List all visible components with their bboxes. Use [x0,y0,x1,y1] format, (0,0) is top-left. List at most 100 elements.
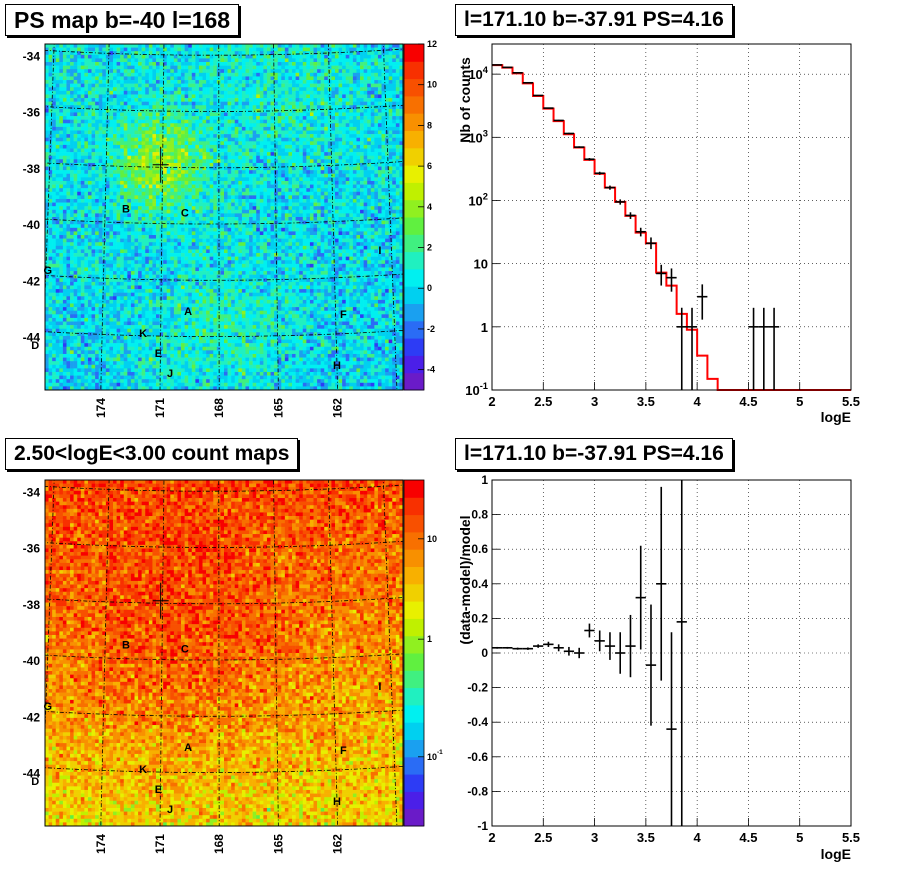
heatmap-cell [353,55,357,59]
heatmap-cell [188,44,192,48]
heatmap-cell [260,73,264,77]
heatmap-cell [113,116,117,120]
heatmap-cell [66,112,70,116]
heatmap-cell [235,69,239,73]
heatmap-cell [63,131,67,135]
heatmap-cell [70,84,74,88]
heatmap-cell [238,69,242,73]
heatmap-cell [170,62,174,66]
heatmap-cell [238,116,242,120]
heatmap-cell [303,131,307,135]
heatmap-cell [342,73,346,77]
heatmap-cell [253,62,257,66]
heatmap-cell [206,91,210,95]
heatmap-cell [220,112,224,116]
heatmap-cell [206,127,210,131]
heatmap-cell [231,66,235,70]
heatmap-cell [177,51,181,55]
heatmap-cell [74,127,78,131]
heatmap-cell [66,102,70,106]
heatmap-cell [210,116,214,120]
heatmap-cell [88,80,92,84]
heatmap-cell [314,48,318,52]
heatmap-cell [124,69,128,73]
heatmap-cell [70,105,74,109]
heatmap-cell [317,120,321,124]
heatmap-cell [74,84,78,88]
heatmap-cell [56,102,60,106]
heatmap-cell [346,73,350,77]
heatmap-cell [203,66,207,70]
heatmap-cell [306,94,310,98]
heatmap-cell [356,131,360,135]
heatmap-cell [306,91,310,95]
heatmap-cell [84,73,88,77]
heatmap-cell [242,66,246,70]
heatmap-cell [392,80,396,84]
heatmap-cell [392,116,396,120]
heatmap-cell [77,91,81,95]
heatmap-cell [181,127,185,131]
heatmap-cell [396,105,400,109]
heatmap-cell [299,69,303,73]
heatmap-cell [138,98,142,102]
heatmap-cell [138,120,142,124]
heatmap-cell [238,105,242,109]
heatmap-cell [167,69,171,73]
heatmap-cell [160,58,164,62]
heatmap-cell [314,131,318,135]
heatmap-cell [231,109,235,113]
heatmap-cell [124,94,128,98]
heatmap-cell [256,105,260,109]
heatmap-cell [102,58,106,62]
heatmap-cell [389,66,393,70]
heatmap-cell [160,98,164,102]
heatmap-cell [299,87,303,91]
heatmap-cell [142,112,146,116]
heatmap-cell [192,91,196,95]
heatmap-cell [331,120,335,124]
heatmap-cell [120,131,124,135]
heatmap-cell [124,55,128,59]
heatmap-cell [285,84,289,88]
heatmap-cell [360,80,364,84]
heatmap-cell [256,91,260,95]
heatmap-cell [138,58,142,62]
heatmap-cell [117,105,121,109]
heatmap-cell [339,94,343,98]
heatmap-cell [188,112,192,116]
heatmap-cell [142,105,146,109]
heatmap-cell [99,55,103,59]
heatmap-cell [135,123,139,127]
heatmap-cell [45,69,49,73]
heatmap-cell [367,91,371,95]
heatmap-cell [324,80,328,84]
heatmap-cell [117,55,121,59]
heatmap-cell [342,123,346,127]
heatmap-cell [339,116,343,120]
heatmap-cell [74,116,78,120]
heatmap-cell [113,120,117,124]
heatmap-cell [59,44,63,48]
heatmap-cell [392,112,396,116]
heatmap-cell [231,80,235,84]
heatmap-cell [321,91,325,95]
heatmap-cell [174,84,178,88]
heatmap-cell [66,105,70,109]
heatmap-cell [349,73,353,77]
heatmap-cell [371,91,375,95]
heatmap-cell [245,116,249,120]
heatmap-cell [364,58,368,62]
heatmap-cell [135,44,139,48]
heatmap-cell [314,66,318,70]
heatmap-cell [288,76,292,80]
heatmap-cell [339,58,343,62]
heatmap-cell [274,94,278,98]
heatmap-cell [260,80,264,84]
heatmap-cell [152,123,156,127]
heatmap-cell [95,91,99,95]
heatmap-cell [220,87,224,91]
heatmap-cell [102,120,106,124]
heatmap-cell [70,58,74,62]
heatmap-cell [135,76,139,80]
